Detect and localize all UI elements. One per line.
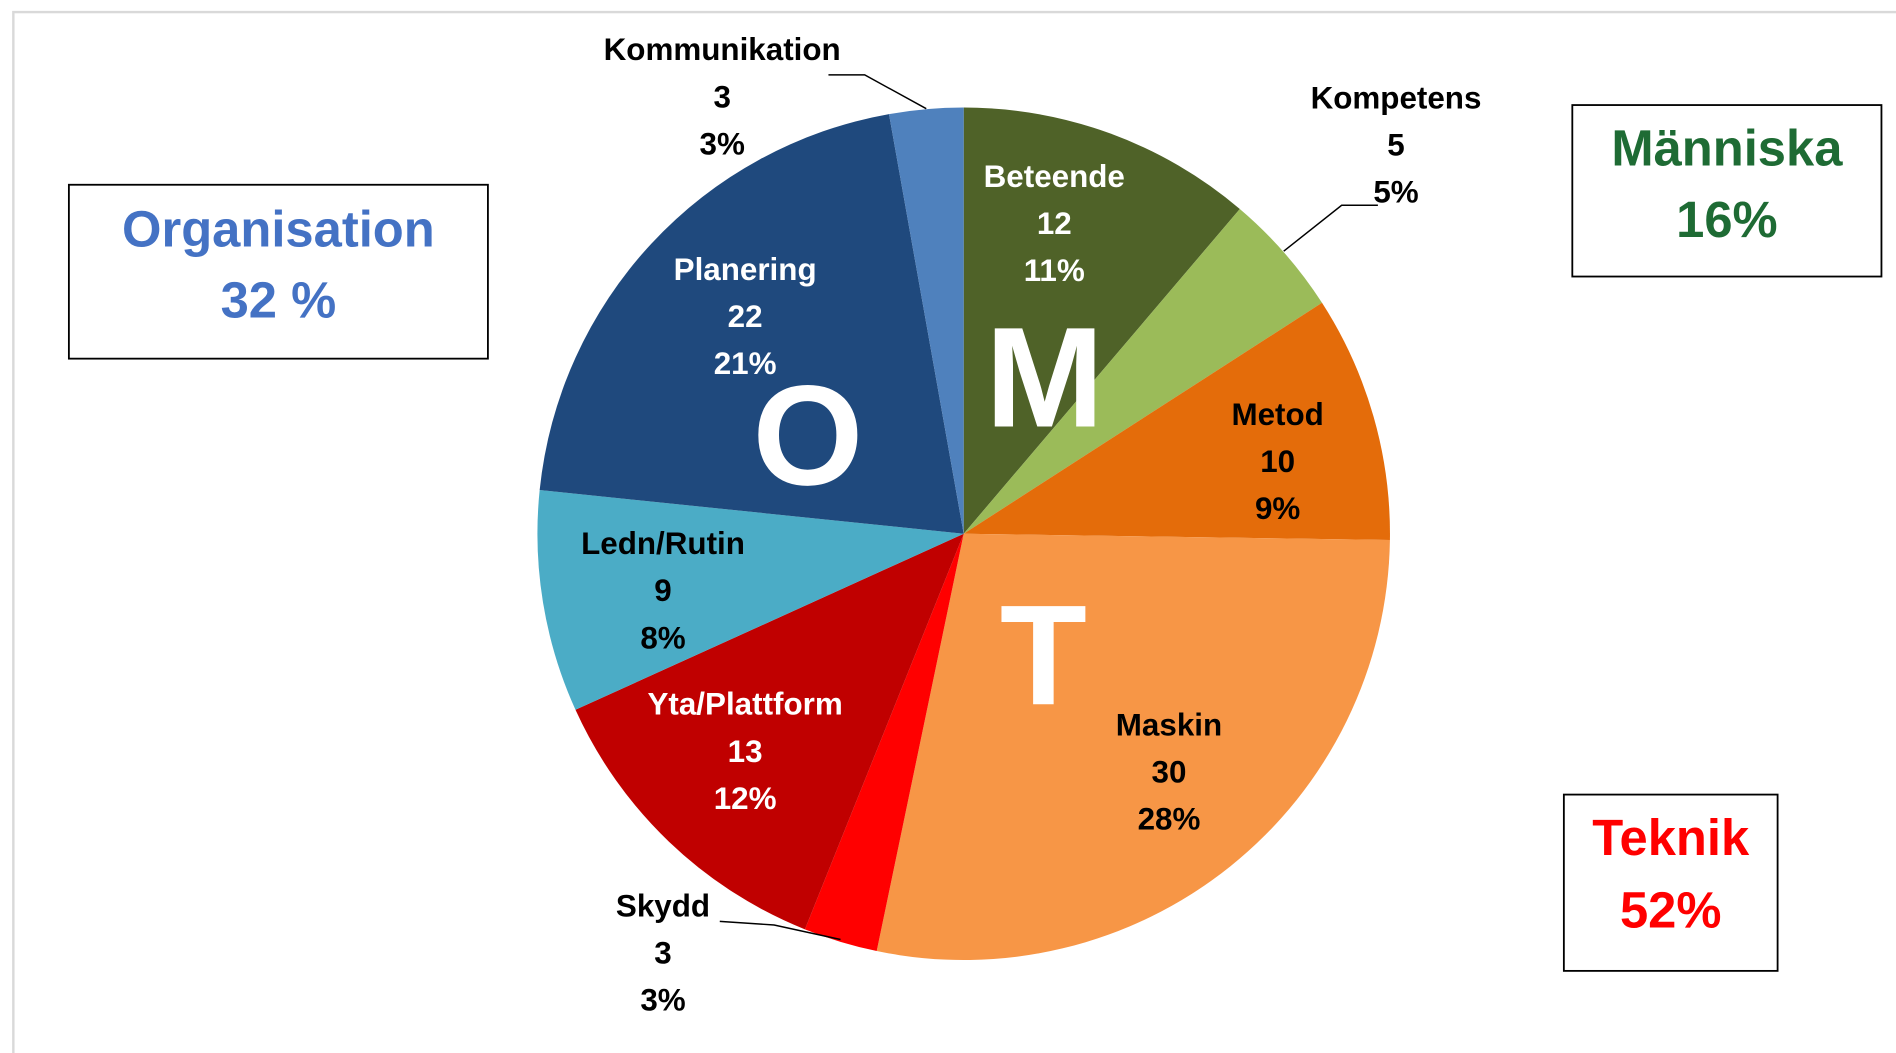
pie-slice bbox=[539, 114, 964, 534]
pie-slice bbox=[963, 302, 1390, 541]
slice-label: Skydd bbox=[616, 888, 710, 923]
slice-value: 13 bbox=[728, 734, 763, 769]
slice-percent: 28% bbox=[1138, 801, 1201, 836]
group-share: 16% bbox=[1676, 191, 1777, 248]
group-box bbox=[67, 183, 489, 360]
slice-percent: 9% bbox=[1255, 491, 1300, 526]
slice-label: Kompetens bbox=[1311, 81, 1482, 116]
group-share: 32 % bbox=[221, 272, 337, 329]
frame bbox=[12, 10, 1896, 1053]
group-share: 52% bbox=[1620, 882, 1721, 939]
pie-slice bbox=[963, 107, 1240, 534]
leader-line bbox=[1283, 204, 1378, 252]
slice-value: 9 bbox=[654, 573, 671, 608]
slice-percent: 11% bbox=[1024, 253, 1085, 288]
slice-label: Beteende bbox=[984, 159, 1125, 194]
slice-percent: 8% bbox=[640, 620, 685, 655]
slice-value: 12 bbox=[1037, 206, 1072, 241]
slice-value: 22 bbox=[728, 299, 763, 334]
slice-value: 30 bbox=[1152, 754, 1187, 789]
slice-label: Kommunikation bbox=[604, 32, 841, 67]
group-name: Organisation bbox=[122, 200, 435, 257]
group-name: Människa bbox=[1611, 120, 1843, 177]
pie-slice bbox=[804, 533, 964, 952]
slice-percent: 3% bbox=[640, 983, 685, 1018]
big-letter: O bbox=[753, 356, 864, 515]
pie-slice bbox=[963, 208, 1322, 534]
group-box bbox=[1562, 793, 1779, 972]
slice-label: Maskin bbox=[1116, 707, 1222, 742]
slice-label: Planering bbox=[674, 252, 817, 287]
big-letter: M bbox=[985, 298, 1104, 457]
slice-percent: 12% bbox=[714, 781, 777, 816]
slice-percent: 5% bbox=[1373, 175, 1418, 210]
slice-value: 5 bbox=[1387, 128, 1404, 163]
slice-value: 3 bbox=[713, 79, 730, 114]
pie-slice bbox=[537, 490, 964, 710]
pie-slice bbox=[888, 107, 964, 534]
slice-percent: 3% bbox=[700, 126, 745, 161]
slice-label: Metod bbox=[1231, 397, 1323, 432]
pie-slice bbox=[876, 533, 1390, 961]
group-name: Teknik bbox=[1592, 809, 1750, 866]
slice-percent: 21% bbox=[714, 346, 777, 381]
slice-label: Yta/Plattform bbox=[647, 687, 842, 722]
slice-value: 3 bbox=[654, 935, 671, 970]
slice-label: Ledn/Rutin bbox=[581, 526, 745, 561]
group-box bbox=[1571, 104, 1883, 278]
pie-slice bbox=[575, 533, 964, 930]
leader-line bbox=[828, 74, 927, 110]
leader-line bbox=[719, 920, 841, 941]
slice-value: 10 bbox=[1260, 444, 1295, 479]
big-letter: T bbox=[1000, 576, 1087, 735]
